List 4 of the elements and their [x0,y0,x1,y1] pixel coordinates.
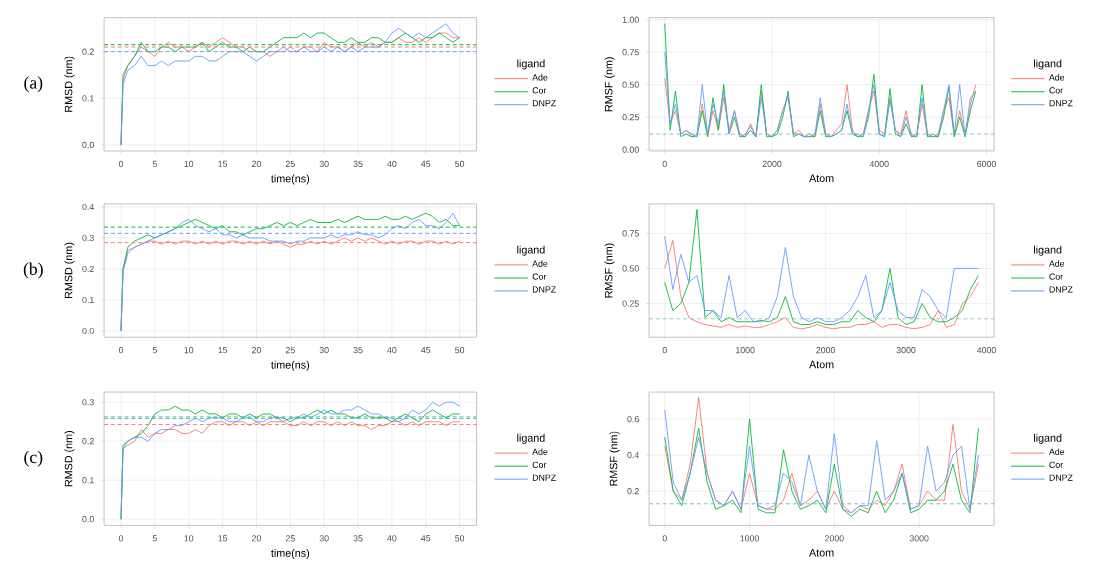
text: (c) [24,450,43,467]
line-series [664,51,977,137]
text: (b) [23,262,43,279]
text: (a) [24,76,43,93]
